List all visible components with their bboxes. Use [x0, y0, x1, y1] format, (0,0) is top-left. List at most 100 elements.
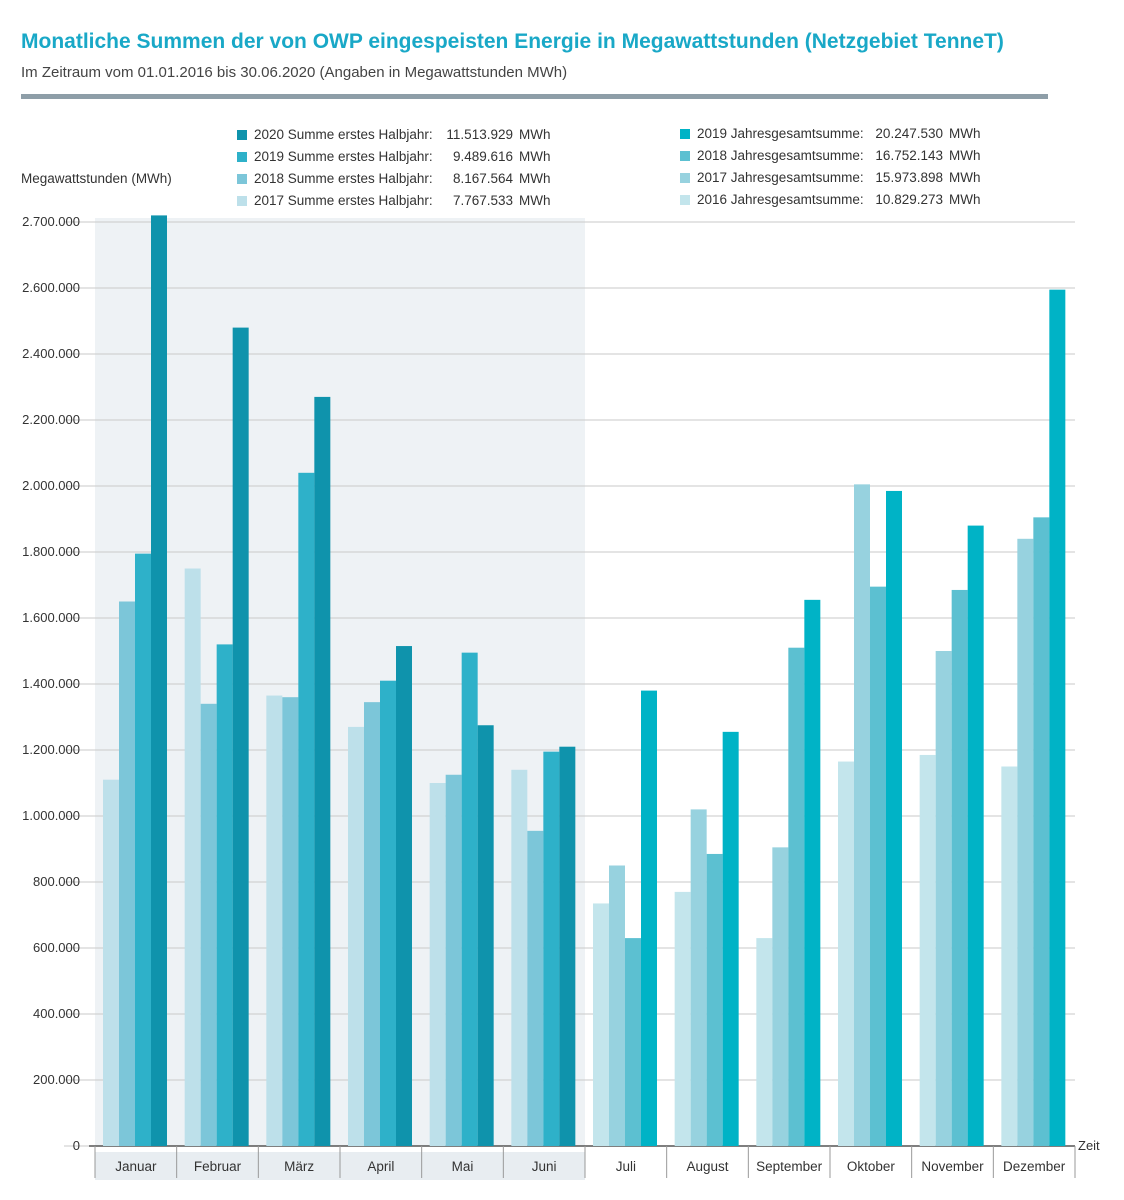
legend-item: 2017 Summe erstes Halbjahr: 7.767.533 MWh	[237, 193, 551, 208]
bar-2018-Dezember	[1033, 517, 1050, 1146]
bar-2017-März	[266, 695, 283, 1146]
bar-2017-Mai	[429, 783, 446, 1146]
legend-item: 2018 Summe erstes Halbjahr: 8.167.564 MWh	[237, 171, 551, 186]
y-tick-label: 200.000	[33, 1072, 80, 1087]
y-axis-label: Megawattstunden (MWh)	[21, 171, 172, 186]
bar-2019-Juli	[641, 690, 657, 1146]
bar-2020-Mai	[477, 725, 494, 1146]
bar-2018-Oktober	[870, 586, 886, 1146]
x-tick-label: Januar	[115, 1159, 157, 1174]
y-tick-label: 2.600.000	[22, 280, 80, 295]
legend-value: 15.973.898	[875, 170, 943, 185]
x-tick-label: Juli	[616, 1159, 636, 1174]
legend-unit: MWh	[949, 148, 981, 163]
bar-2019-Januar	[135, 553, 151, 1146]
y-tick-label: 2.200.000	[22, 412, 80, 427]
bar-2018-September	[788, 647, 805, 1146]
legend-value: 10.829.273	[875, 192, 943, 207]
bar-2017-Oktober	[854, 484, 870, 1147]
bar-2020-April	[396, 646, 412, 1146]
legend-unit: MWh	[949, 170, 981, 185]
bar-2016-Oktober	[838, 761, 854, 1146]
bar-2016-August	[674, 891, 691, 1146]
bar-2018-März	[282, 697, 299, 1146]
y-tick-label: 1.400.000	[22, 676, 80, 691]
legend-unit: MWh	[949, 126, 981, 141]
bar-2017-August	[690, 809, 707, 1146]
legend-label: 2020 Summe erstes Halbjahr:	[254, 127, 433, 142]
bar-2018-Mai	[445, 774, 462, 1146]
y-tick-label: 400.000	[33, 1006, 80, 1021]
legend-swatch	[680, 151, 690, 161]
bar-2016-November	[919, 754, 936, 1146]
bar-2018-Juni	[527, 830, 544, 1146]
bar-2020-Januar	[151, 215, 167, 1146]
legend-swatch	[680, 173, 690, 183]
bar-2018-August	[706, 853, 723, 1146]
legend-label: 2017 Jahresgesamtsumme:	[697, 170, 864, 185]
legend-label: 2019 Jahresgesamtsumme:	[697, 126, 864, 141]
first-half-panel	[95, 218, 585, 1146]
legend-unit: MWh	[519, 149, 551, 164]
y-tick-label: 1.800.000	[22, 544, 80, 559]
x-tick-label: Juni	[532, 1159, 557, 1174]
bar-2019-September	[804, 599, 821, 1146]
y-tick-label: 0	[73, 1138, 80, 1153]
bar-2017-Januar	[103, 779, 119, 1146]
bar-2017-Dezember	[1017, 538, 1034, 1146]
legend-label: 2016 Jahresgesamtsumme:	[697, 192, 864, 207]
bar-2016-September	[756, 938, 773, 1146]
legend-value: 7.767.533	[452, 193, 513, 208]
bar-2017-Juni	[511, 769, 528, 1146]
legend-item: 2018 Jahresgesamtsumme: 16.752.143 MWh	[680, 148, 981, 163]
legend-item: 2017 Jahresgesamtsumme: 15.973.898 MWh	[680, 170, 981, 185]
bar-2018-Januar	[119, 601, 135, 1146]
legend-swatch	[237, 174, 247, 184]
legend-value: 16.752.143	[875, 148, 943, 163]
legend-unit: MWh	[949, 192, 981, 207]
legend-value: 20.247.530	[875, 126, 943, 141]
legend-label: 2018 Summe erstes Halbjahr:	[254, 171, 433, 186]
y-tick-label: 2.000.000	[22, 478, 80, 493]
bar-2017-November	[935, 651, 952, 1146]
x-axis-label: Zeit	[1078, 1138, 1100, 1153]
y-tick-label: 1.600.000	[22, 610, 80, 625]
bar-2018-April	[364, 702, 380, 1146]
bar-2018-Juli	[625, 938, 641, 1146]
x-tick-label: Dezember	[1003, 1159, 1066, 1174]
y-tick-label: 2.400.000	[22, 346, 80, 361]
bar-2020-Juni	[559, 746, 576, 1146]
x-tick-label: August	[686, 1159, 728, 1174]
y-tick-label: 800.000	[33, 874, 80, 889]
legend-swatch	[237, 130, 247, 140]
bar-2016-Dezember	[1001, 766, 1018, 1146]
legend-value: 11.513.929	[446, 127, 513, 142]
bar-2017-Juli	[609, 865, 625, 1146]
bar-2017-September	[772, 847, 789, 1146]
legend-unit: MWh	[519, 127, 551, 142]
legend-swatch	[237, 152, 247, 162]
legend-item: 2019 Jahresgesamtsumme: 20.247.530 MWh	[680, 126, 981, 141]
bar-2019-April	[380, 680, 396, 1146]
bar-2019-März	[298, 472, 315, 1146]
legend-unit: MWh	[519, 171, 551, 186]
bar-2017-April	[348, 726, 364, 1146]
bar-2020-März	[314, 396, 331, 1146]
x-tick-label: Mai	[452, 1159, 474, 1174]
bar-2019-Mai	[461, 652, 478, 1146]
x-tick-label: März	[284, 1159, 314, 1174]
legend-label: 2018 Jahresgesamtsumme:	[697, 148, 864, 163]
x-tick-label: Februar	[194, 1159, 242, 1174]
legend-item: 2019 Summe erstes Halbjahr: 9.489.616 MWh	[237, 149, 551, 164]
legend-item: 2016 Jahresgesamtsumme: 10.829.273 MWh	[680, 192, 981, 207]
bar-2019-Dezember	[1049, 289, 1066, 1146]
bar-2016-Juli	[593, 903, 609, 1146]
bar-2018-November	[951, 589, 968, 1146]
x-tick-label: April	[367, 1159, 394, 1174]
x-tick-label: November	[921, 1159, 984, 1174]
legend-item: 2020 Summe erstes Halbjahr: 11.513.929 MWh	[237, 127, 551, 142]
legend-unit: MWh	[519, 193, 551, 208]
x-tick-label: September	[756, 1159, 823, 1174]
bar-2019-Februar	[216, 644, 233, 1146]
